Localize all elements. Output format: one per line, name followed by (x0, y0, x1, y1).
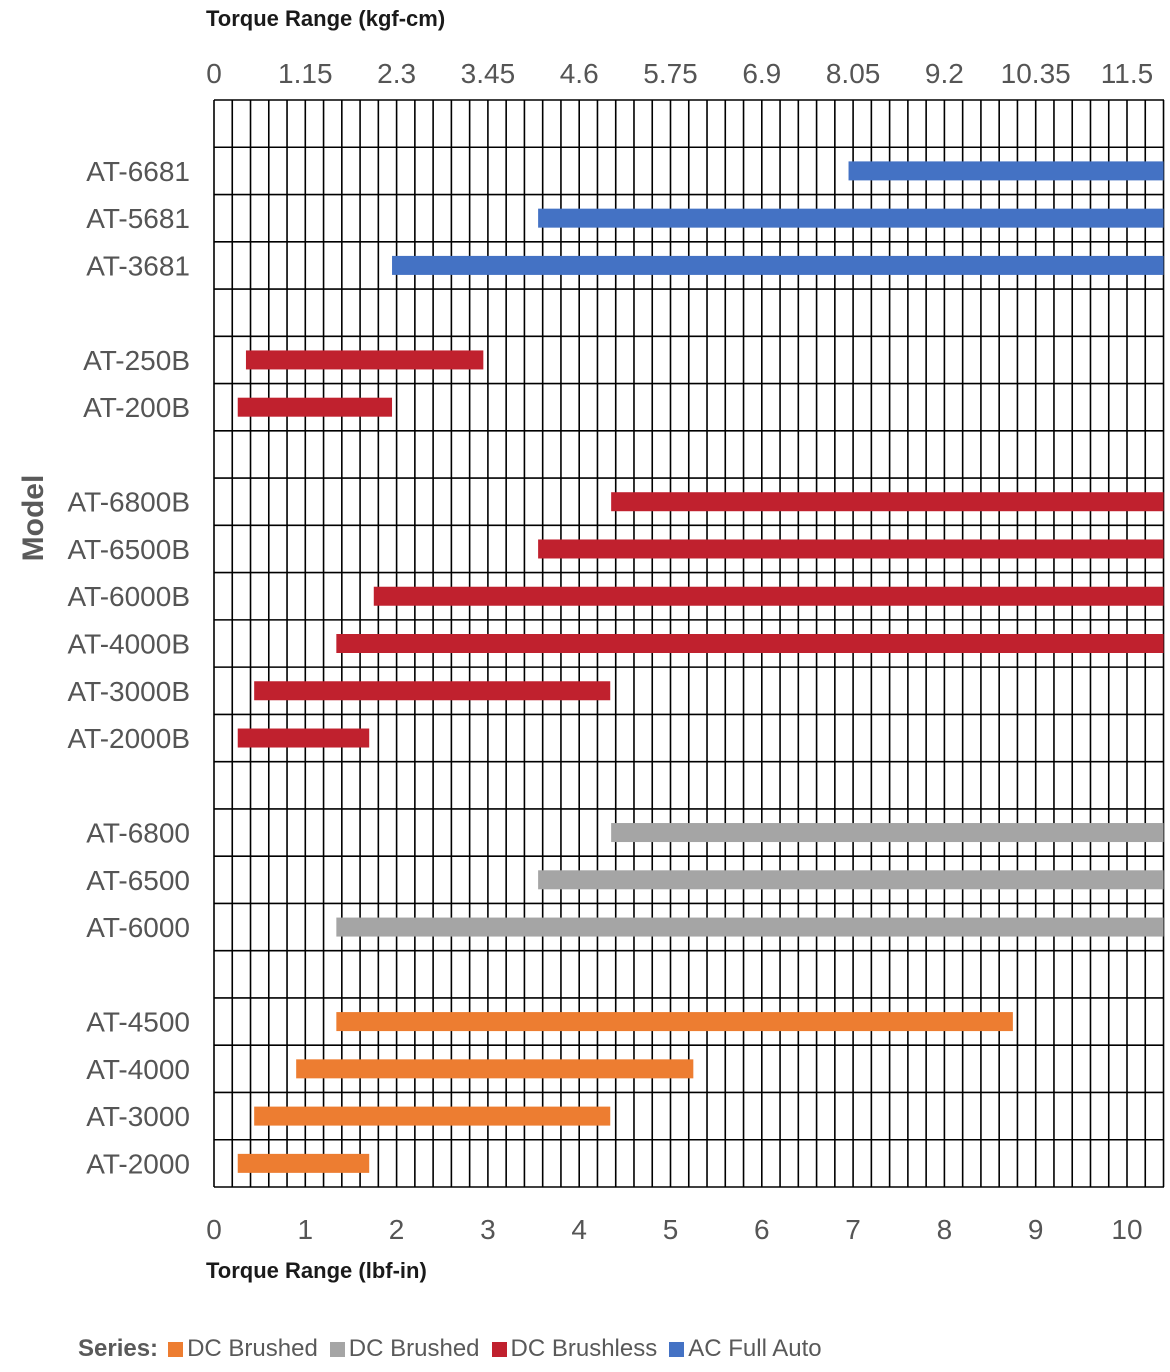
legend-swatch-red (491, 1341, 507, 1357)
x-tick-label: 3 (480, 1214, 496, 1245)
model-label: AT-6500 (86, 865, 190, 896)
model-label: AT-200B (83, 392, 190, 423)
label-layer: AT-6681 AT-5681 AT-3681 AT-250B AT-200B AT-68… (68, 58, 1154, 1245)
x-tick-label: 9 (1028, 1214, 1044, 1245)
legend-item-ac-full-auto: AC Full Auto (669, 1335, 822, 1363)
model-label: AT-6800 (86, 818, 190, 849)
x-tick-label: 7 (845, 1214, 861, 1245)
range-bar (336, 634, 1164, 653)
model-label: AT-3681 (86, 250, 190, 281)
x-tick-label: 5 (663, 1214, 679, 1245)
x-tick-label: 1 (298, 1214, 314, 1245)
range-bar (245, 350, 484, 370)
x-tick-label-top: 2.3 (377, 58, 416, 89)
model-label: AT-2000B (68, 723, 190, 754)
legend-item-dc-brushed-orange: DC Brushed (168, 1335, 318, 1363)
range-bar (538, 539, 1164, 559)
legend-label: AC Full Auto (688, 1335, 822, 1362)
model-label: AT-4000 (86, 1054, 190, 1085)
range-bar (373, 586, 1164, 606)
x-tick-label-top: 0 (206, 58, 222, 89)
range-bar (336, 1012, 1013, 1032)
model-label: AT-6000 (86, 912, 190, 943)
x-tick-label-top: 1.15 (278, 58, 333, 89)
model-label: AT-3000B (68, 676, 190, 707)
model-label: AT-250B (83, 345, 190, 376)
legend-title: Series: (78, 1335, 159, 1362)
legend-label: DC Brushed (187, 1335, 318, 1362)
legend: Series: DC Brushed DC Brushed DC Brushle… (78, 1335, 834, 1363)
range-bar (611, 492, 1164, 512)
x-tick-label-top: 6.9 (742, 58, 781, 89)
range-bar (237, 397, 393, 417)
range-bar (392, 255, 1164, 275)
bottom-axis-title: Torque Range (lbf-in) (206, 1258, 427, 1283)
range-bar (237, 1153, 370, 1173)
legend-label: DC Brushless (510, 1335, 658, 1362)
model-label: AT-4500 (86, 1007, 190, 1038)
x-tick-label: 2 (389, 1214, 405, 1245)
top-axis-title: Torque Range (kgf-cm) (206, 6, 446, 31)
range-bar (538, 208, 1164, 228)
bar-layer (237, 161, 1164, 1173)
legend-swatch-gray (329, 1341, 345, 1357)
range-bar (254, 681, 611, 701)
range-bar (611, 823, 1164, 843)
model-label: AT-2000 (86, 1148, 190, 1179)
model-label: AT-6500B (68, 534, 190, 565)
y-axis-title: Model (17, 474, 50, 562)
model-label: AT-6800B (68, 487, 190, 518)
x-tick-label: 6 (754, 1214, 770, 1245)
x-tick-label-top: 3.45 (461, 58, 516, 89)
x-tick-label-top: 8.05 (826, 58, 881, 89)
model-label: AT-3000 (86, 1101, 190, 1132)
legend-swatch-blue (669, 1341, 685, 1357)
range-bar (254, 1106, 611, 1126)
range-bar (538, 870, 1164, 890)
legend-item-dc-brushless: DC Brushless (491, 1335, 658, 1363)
x-tick-label: 10 (1111, 1214, 1142, 1245)
x-tick-label: 8 (937, 1214, 953, 1245)
range-bar (237, 728, 370, 748)
model-label: AT-4000B (68, 629, 190, 660)
model-label: AT-6681 (86, 156, 190, 187)
range-bar (296, 1059, 694, 1079)
model-label: AT-6000B (68, 581, 190, 612)
x-tick-label-top: 5.75 (643, 58, 698, 89)
range-bar (848, 161, 1164, 181)
x-tick-label-top: 10.35 (1001, 58, 1071, 89)
x-tick-label-top: 4.6 (560, 58, 599, 89)
range-bar (336, 917, 1164, 937)
legend-label: DC Brushed (348, 1335, 480, 1362)
legend-swatch-orange (168, 1341, 184, 1357)
legend-item-dc-brushed-gray: DC Brushed (329, 1335, 480, 1363)
model-label: AT-5681 (86, 203, 190, 234)
x-tick-label: 0 (206, 1214, 222, 1245)
x-tick-label-top: 9.2 (925, 58, 964, 89)
x-tick-label: 4 (571, 1214, 587, 1245)
x-tick-label-top: 11.5 (1101, 58, 1153, 89)
